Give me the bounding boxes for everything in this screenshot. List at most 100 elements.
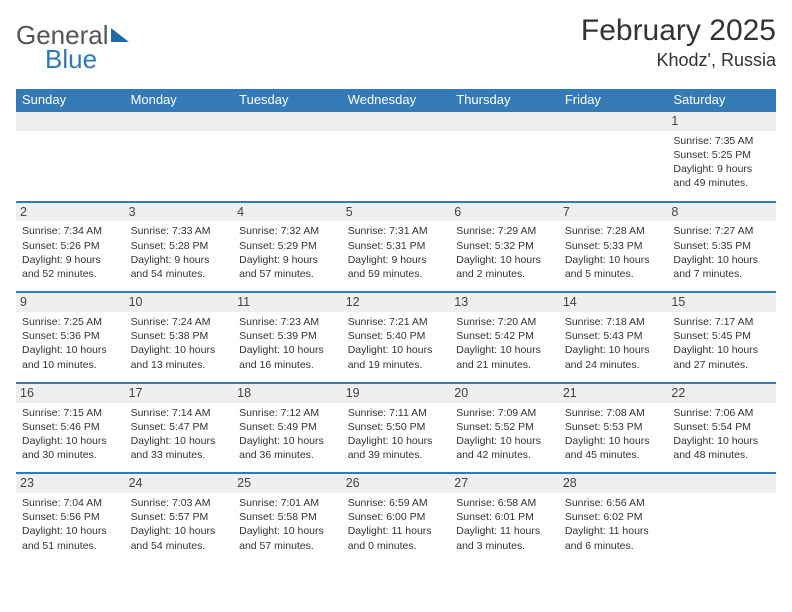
sunset-label: Sunset: bbox=[348, 330, 387, 342]
day-number-empty bbox=[450, 112, 559, 131]
sunset-value: 5:28 PM bbox=[169, 240, 208, 252]
weekday-header: Monday bbox=[125, 89, 234, 111]
day-number: 1 bbox=[667, 112, 776, 131]
day-info: Sunrise: 7:21 AMSunset: 5:40 PMDaylight:… bbox=[346, 315, 447, 372]
calendar-day-cell: 2Sunrise: 7:34 AMSunset: 5:26 PMDaylight… bbox=[16, 202, 125, 293]
day-info: Sunrise: 6:56 AMSunset: 6:02 PMDaylight:… bbox=[563, 496, 664, 553]
daylight-label: Daylight: bbox=[131, 525, 175, 537]
sunrise-label: Sunrise: bbox=[565, 407, 606, 419]
calendar-day-cell: 9Sunrise: 7:25 AMSunset: 5:36 PMDaylight… bbox=[16, 292, 125, 383]
sunrise-label: Sunrise: bbox=[673, 225, 714, 237]
sunrise-label: Sunrise: bbox=[22, 407, 63, 419]
day-number-empty bbox=[667, 474, 776, 493]
daylight-label: Daylight: bbox=[131, 344, 175, 356]
daylight-label: Daylight: bbox=[348, 344, 392, 356]
daylight-label: Daylight: bbox=[565, 435, 609, 447]
sunrise-value: 7:08 AM bbox=[606, 407, 645, 419]
sunset-value: 5:53 PM bbox=[603, 421, 642, 433]
day-number: 6 bbox=[450, 203, 559, 222]
day-info: Sunrise: 7:24 AMSunset: 5:38 PMDaylight:… bbox=[129, 315, 230, 372]
weekday-header: Thursday bbox=[450, 89, 559, 111]
calendar-day-cell: 20Sunrise: 7:09 AMSunset: 5:52 PMDayligh… bbox=[450, 383, 559, 474]
day-number: 14 bbox=[559, 293, 668, 312]
day-info: Sunrise: 7:31 AMSunset: 5:31 PMDaylight:… bbox=[346, 224, 447, 281]
sunrise-label: Sunrise: bbox=[673, 407, 714, 419]
day-info: Sunrise: 7:23 AMSunset: 5:39 PMDaylight:… bbox=[237, 315, 338, 372]
sunset-value: 5:42 PM bbox=[495, 330, 534, 342]
sunrise-label: Sunrise: bbox=[239, 497, 280, 509]
logo-line2: Blue bbox=[45, 44, 97, 75]
sunset-value: 5:47 PM bbox=[169, 421, 208, 433]
weekday-header: Tuesday bbox=[233, 89, 342, 111]
day-number: 22 bbox=[667, 384, 776, 403]
sunrise-label: Sunrise: bbox=[131, 407, 172, 419]
daylight-label: Daylight: bbox=[239, 254, 283, 266]
daylight-label: Daylight: bbox=[456, 254, 500, 266]
sunrise-value: 7:35 AM bbox=[715, 135, 754, 147]
sunrise-value: 7:04 AM bbox=[63, 497, 102, 509]
day-info: Sunrise: 7:09 AMSunset: 5:52 PMDaylight:… bbox=[454, 406, 555, 463]
weekday-header: Friday bbox=[559, 89, 668, 111]
sunset-value: 5:36 PM bbox=[61, 330, 100, 342]
day-number: 24 bbox=[125, 474, 234, 493]
sunrise-label: Sunrise: bbox=[131, 225, 172, 237]
sunrise-value: 7:29 AM bbox=[498, 225, 537, 237]
calendar-day-cell: 5Sunrise: 7:31 AMSunset: 5:31 PMDaylight… bbox=[342, 202, 451, 293]
weekday-header-row: Sunday Monday Tuesday Wednesday Thursday… bbox=[16, 89, 776, 111]
calendar-day-cell: 12Sunrise: 7:21 AMSunset: 5:40 PMDayligh… bbox=[342, 292, 451, 383]
sunrise-value: 7:12 AM bbox=[281, 407, 320, 419]
sunset-label: Sunset: bbox=[456, 330, 495, 342]
calendar-day-cell: 8Sunrise: 7:27 AMSunset: 5:35 PMDaylight… bbox=[667, 202, 776, 293]
sunrise-label: Sunrise: bbox=[22, 497, 63, 509]
calendar-day-cell bbox=[559, 111, 668, 202]
sunrise-label: Sunrise: bbox=[131, 316, 172, 328]
day-info: Sunrise: 7:14 AMSunset: 5:47 PMDaylight:… bbox=[129, 406, 230, 463]
sunset-value: 5:40 PM bbox=[386, 330, 425, 342]
calendar-day-cell: 13Sunrise: 7:20 AMSunset: 5:42 PMDayligh… bbox=[450, 292, 559, 383]
day-info: Sunrise: 7:25 AMSunset: 5:36 PMDaylight:… bbox=[20, 315, 121, 372]
daylight-label: Daylight: bbox=[131, 254, 175, 266]
sunrise-label: Sunrise: bbox=[348, 225, 389, 237]
logo-triangle-icon bbox=[111, 28, 129, 42]
day-number: 25 bbox=[233, 474, 342, 493]
day-number: 23 bbox=[16, 474, 125, 493]
sunset-label: Sunset: bbox=[565, 330, 604, 342]
sunset-value: 5:32 PM bbox=[495, 240, 534, 252]
header: General February 2025 Khodz', Russia bbox=[16, 14, 776, 71]
sunset-value: 5:26 PM bbox=[61, 240, 100, 252]
sunrise-value: 7:24 AM bbox=[172, 316, 211, 328]
sunset-value: 5:45 PM bbox=[712, 330, 751, 342]
day-info: Sunrise: 7:28 AMSunset: 5:33 PMDaylight:… bbox=[563, 224, 664, 281]
daylight-label: Daylight: bbox=[456, 435, 500, 447]
sunset-value: 5:57 PM bbox=[169, 511, 208, 523]
day-number-empty bbox=[16, 112, 125, 131]
sunset-label: Sunset: bbox=[673, 149, 712, 161]
sunset-value: 5:31 PM bbox=[386, 240, 425, 252]
sunset-label: Sunset: bbox=[456, 421, 495, 433]
sunset-value: 6:00 PM bbox=[386, 511, 425, 523]
daylight-label: Daylight: bbox=[456, 525, 500, 537]
calendar-day-cell bbox=[450, 111, 559, 202]
sunrise-value: 7:11 AM bbox=[389, 407, 427, 419]
daylight-label: Daylight: bbox=[673, 254, 717, 266]
sunrise-label: Sunrise: bbox=[565, 497, 606, 509]
day-number: 27 bbox=[450, 474, 559, 493]
day-number-empty bbox=[125, 112, 234, 131]
sunset-label: Sunset: bbox=[673, 330, 712, 342]
day-info: Sunrise: 7:15 AMSunset: 5:46 PMDaylight:… bbox=[20, 406, 121, 463]
daylight-label: Daylight: bbox=[456, 344, 500, 356]
sunset-label: Sunset: bbox=[348, 511, 387, 523]
day-number: 19 bbox=[342, 384, 451, 403]
sunrise-value: 7:06 AM bbox=[715, 407, 754, 419]
sunset-label: Sunset: bbox=[22, 421, 61, 433]
title-block: February 2025 Khodz', Russia bbox=[581, 14, 776, 71]
calendar-day-cell: 4Sunrise: 7:32 AMSunset: 5:29 PMDaylight… bbox=[233, 202, 342, 293]
sunrise-label: Sunrise: bbox=[565, 316, 606, 328]
sunset-value: 5:54 PM bbox=[712, 421, 751, 433]
day-info: Sunrise: 7:27 AMSunset: 5:35 PMDaylight:… bbox=[671, 224, 772, 281]
day-number: 16 bbox=[16, 384, 125, 403]
day-number: 26 bbox=[342, 474, 451, 493]
day-info: Sunrise: 7:08 AMSunset: 5:53 PMDaylight:… bbox=[563, 406, 664, 463]
daylight-label: Daylight: bbox=[348, 525, 392, 537]
sunrise-label: Sunrise: bbox=[348, 407, 389, 419]
